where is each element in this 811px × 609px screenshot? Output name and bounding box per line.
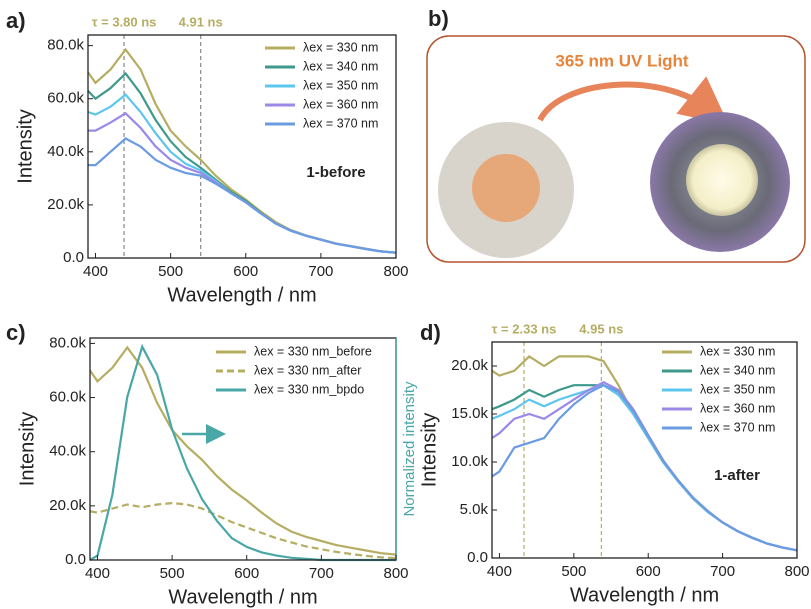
x-tick-label: 400 <box>487 563 512 580</box>
annotation-label: τ = 2.33 ns <box>492 321 557 336</box>
x-tick-label: 500 <box>561 563 586 580</box>
x-tick-label: 700 <box>309 565 334 582</box>
y-tick-label: 60.0k <box>49 389 86 406</box>
plot-note: 1-after <box>714 467 760 484</box>
y-tick-label: 20.0k <box>49 497 86 514</box>
y-axis-label: Intensity <box>16 412 38 486</box>
x-tick-label: 700 <box>308 263 333 280</box>
series-line <box>90 348 396 555</box>
legend-label: λex = 370 nm <box>700 420 775 434</box>
x-tick-label: 800 <box>383 263 408 280</box>
y-tick-label: 0.0 <box>65 551 86 568</box>
legend-label: λex = 370 nm <box>303 116 378 130</box>
panel-label: c) <box>6 320 26 345</box>
legend-label: λex = 360 nm <box>303 97 378 111</box>
y-tick-label: 80.0k <box>47 37 84 54</box>
y-axis-label: Intensity <box>14 109 36 183</box>
x-tick-label: 500 <box>158 263 183 280</box>
panel-label: a) <box>6 8 26 33</box>
uv-arrow <box>540 85 710 120</box>
series-line <box>90 347 396 560</box>
legend-label: λex = 360 nm <box>700 401 775 415</box>
legend-label: λex = 330 nm <box>303 40 378 54</box>
legend-label: λex = 330 nm_before <box>254 344 372 358</box>
series-line <box>88 113 396 252</box>
annotation-label: τ = 3.80 ns <box>92 14 157 29</box>
y2-axis-label: Normalized intensity <box>401 381 418 517</box>
legend-label: λex = 330 nm_bpdo <box>254 382 364 396</box>
figure: b) 365 nm UV Light a) τ = 3.80 ns 4.91 ns λ… <box>0 0 811 609</box>
legend-label: λex = 350 nm <box>700 382 775 396</box>
sample-after-glow <box>686 144 758 216</box>
y-tick-label: 0.0 <box>63 249 84 266</box>
x-tick-label: 400 <box>83 263 108 280</box>
x-tick-label: 600 <box>636 563 661 580</box>
y-tick-label: 40.0k <box>47 143 84 160</box>
x-axis-label: Wavelength / nm <box>168 586 317 608</box>
y-tick-label: 15.0k <box>451 405 488 422</box>
y-tick-label: 20.0k <box>451 357 488 374</box>
sample-before-powder <box>472 154 540 222</box>
y-tick-label: 40.0k <box>49 443 86 460</box>
x-tick-label: 700 <box>710 563 735 580</box>
y-tick-label: 10.0k <box>451 453 488 470</box>
legend-label: λex = 330 nm_after <box>254 363 361 377</box>
y-tick-label: 80.0k <box>49 334 86 351</box>
y-tick-label: 5.0k <box>460 501 489 518</box>
x-axis-label: Wavelength / nm <box>167 284 316 306</box>
x-tick-label: 800 <box>784 563 809 580</box>
x-tick-label: 400 <box>85 565 110 582</box>
plot-note: 1-before <box>306 164 365 181</box>
panel-label: d) <box>420 320 441 345</box>
y-tick-label: 60.0k <box>47 90 84 107</box>
x-tick-label: 500 <box>160 565 185 582</box>
x-tick-label: 600 <box>234 565 259 582</box>
series-line <box>90 503 396 558</box>
x-tick-label: 600 <box>233 263 258 280</box>
legend-label: λex = 350 nm <box>303 78 378 92</box>
x-axis-label: Wavelength / nm <box>570 584 719 606</box>
panel-label: b) <box>428 6 449 31</box>
x-tick-label: 800 <box>383 565 408 582</box>
photo-caption: 365 nm UV Light <box>555 51 689 70</box>
y-axis-label: Intensity <box>418 413 440 487</box>
legend-label: λex = 340 nm <box>303 59 378 73</box>
y-tick-label: 20.0k <box>47 196 84 213</box>
annotation-label: 4.91 ns <box>179 14 223 29</box>
legend-label: λex = 330 nm <box>700 344 775 358</box>
legend-label: λex = 340 nm <box>700 363 775 377</box>
annotation-label: 4.95 ns <box>579 321 623 336</box>
y-tick-label: 0.0 <box>467 549 488 566</box>
